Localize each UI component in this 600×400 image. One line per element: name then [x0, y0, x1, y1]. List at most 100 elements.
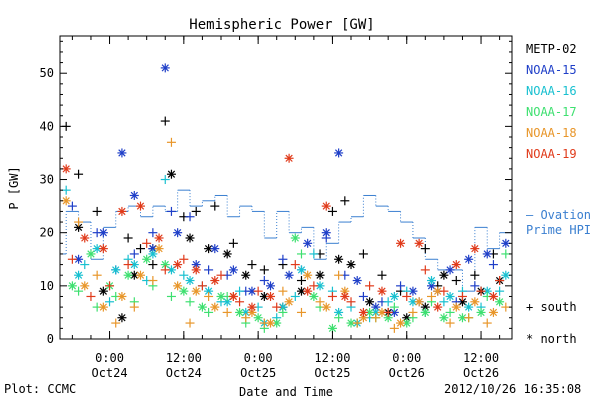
- north-marker-d2: [403, 314, 411, 322]
- north-marker-d2: [464, 303, 473, 311]
- north-marker-d2: [93, 244, 101, 253]
- north-marker-d2: [155, 244, 163, 253]
- north-marker-d2: [248, 303, 256, 311]
- south-marker: [135, 244, 145, 254]
- south-marker: [371, 313, 381, 323]
- south-marker: [92, 206, 102, 216]
- north-marker: [296, 265, 306, 275]
- north-marker: [160, 63, 170, 73]
- north-marker: [420, 307, 430, 317]
- south-marker: [179, 270, 189, 280]
- north-marker: [439, 270, 449, 280]
- north-marker: [445, 291, 455, 301]
- south-marker: [148, 228, 158, 238]
- north-marker-d2: [446, 266, 454, 274]
- x-tick-date: Oct26: [389, 366, 425, 380]
- north-marker-d2: [192, 260, 200, 269]
- north-marker-d2: [347, 260, 355, 269]
- south-marker: [296, 276, 306, 286]
- north-marker: [321, 228, 331, 238]
- north-marker-d2: [409, 298, 417, 306]
- north-marker-d2: [304, 287, 312, 295]
- north-marker: [117, 206, 127, 216]
- north-marker-d2: [198, 303, 207, 311]
- north-marker-d2: [266, 292, 275, 301]
- north-marker-d2: [464, 255, 473, 263]
- north-marker-d2: [322, 202, 330, 210]
- south-marker: [166, 206, 176, 216]
- north-marker: [185, 276, 195, 286]
- plot-frame: [59, 35, 513, 340]
- north-marker: [303, 286, 313, 296]
- south-marker: [204, 291, 214, 301]
- north-marker: [154, 233, 164, 243]
- south-marker: [86, 291, 96, 301]
- south-marker: [290, 291, 300, 301]
- south-marker: [296, 307, 306, 317]
- north-marker-d2: [378, 308, 386, 317]
- legend-south: + south: [526, 300, 577, 314]
- north-marker: [61, 164, 71, 174]
- north-marker: [464, 302, 474, 312]
- north-marker-d2: [217, 292, 225, 301]
- south-marker: [185, 318, 195, 328]
- legend-entry: NOAA-17: [526, 105, 577, 119]
- south-marker: [210, 201, 220, 211]
- south-marker: [470, 281, 480, 291]
- north-marker-d2: [297, 266, 306, 274]
- north-marker-d2: [99, 287, 108, 295]
- north-marker-d2: [161, 260, 169, 269]
- north-marker: [495, 297, 505, 307]
- north-marker-d2: [316, 282, 324, 290]
- north-marker: [377, 286, 387, 296]
- south-marker: [74, 169, 84, 179]
- north-marker-d2: [316, 271, 324, 279]
- south-marker: [259, 265, 269, 275]
- south-marker: [470, 270, 480, 280]
- south-marker: [74, 217, 84, 227]
- south-marker: [142, 238, 152, 248]
- south-marker: [160, 175, 170, 185]
- plot-timestamp: 2012/10/26 16:35:08: [444, 382, 582, 396]
- north-marker: [241, 270, 251, 280]
- north-marker-d2: [68, 282, 77, 290]
- south-marker: [278, 254, 288, 264]
- south-marker: [346, 297, 356, 307]
- x-tick-date: Oct24: [166, 366, 202, 380]
- north-marker: [346, 260, 356, 270]
- north-marker: [451, 302, 461, 312]
- north-marker: [464, 254, 474, 264]
- north-marker-d2: [291, 234, 299, 242]
- north-marker: [433, 302, 443, 312]
- south-marker: [185, 212, 195, 222]
- south-marker: [129, 302, 139, 312]
- x-tick-time: 12:00: [166, 351, 202, 365]
- north-marker-d2: [409, 287, 417, 295]
- south-marker: [204, 307, 214, 317]
- north-marker: [148, 249, 158, 259]
- north-marker: [309, 291, 319, 301]
- north-marker: [67, 281, 77, 291]
- north-marker-d2: [341, 292, 349, 301]
- legend-entry: METP-02: [526, 42, 577, 56]
- south-marker: [278, 286, 288, 296]
- north-marker-d2: [149, 250, 157, 258]
- north-marker: [427, 281, 437, 291]
- north-marker: [253, 313, 263, 323]
- south-marker: [278, 307, 288, 317]
- north-marker-d2: [434, 303, 442, 311]
- north-marker-d2: [74, 255, 83, 263]
- south-marker: [377, 270, 387, 280]
- south-marker: [235, 286, 245, 296]
- south-marker: [365, 281, 375, 291]
- north-marker-d2: [347, 319, 355, 327]
- north-marker: [92, 244, 102, 254]
- south-marker: [216, 270, 226, 280]
- north-marker-d2: [372, 303, 380, 311]
- north-marker: [111, 265, 121, 275]
- legend-ovation: — Ovation: [526, 208, 591, 222]
- south-marker: [327, 206, 337, 216]
- north-marker-d2: [204, 244, 213, 253]
- south-marker: [334, 270, 344, 280]
- north-marker-d2: [99, 303, 108, 311]
